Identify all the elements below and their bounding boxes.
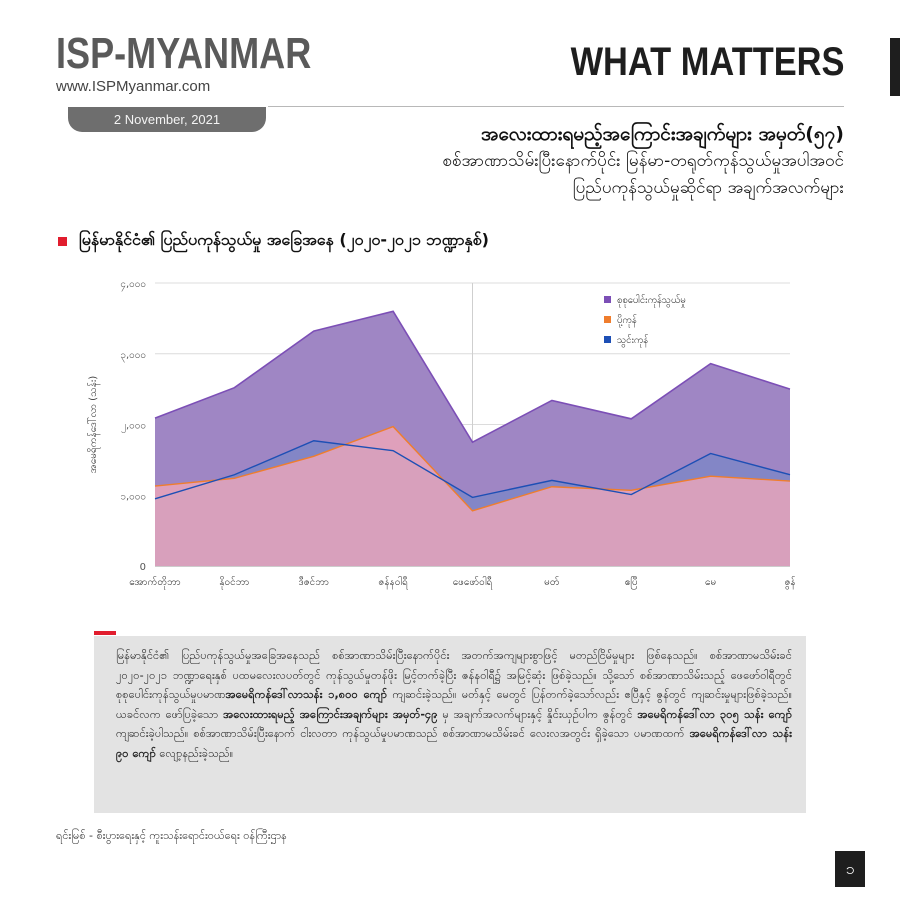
summary-text-4: ကျဆင်းခဲ့ပါသည်။ စစ်အာဏာသိမ်းပြီးနောက် ငါ… [116, 727, 690, 741]
section-marker-icon [58, 236, 67, 246]
summary-bold-4: အမေရိကန်ဒေါ်လာ သန်း ၉၀ ကျော် [116, 727, 792, 760]
chart-legend: စုစုပေါင်းကုန်သွယ်မှုပို့ကုန်သွင်းကုန် [604, 295, 686, 347]
summary-paragraph: မြန်မာနိုင်ငံ၏ ပြည်ပကုန်သွယ်မှုအခြေအနေသည… [116, 646, 792, 764]
legend-swatch [604, 336, 611, 343]
summary-bold-3: အမေရိကန်ဒေါ်လာ ၃၀၅ သန်း ကျော် [637, 707, 792, 721]
summary-box: မြန်မာနိုင်ငံ၏ ပြည်ပကုန်သွယ်မှုအခြေအနေသည… [94, 636, 806, 813]
summary-text-1: မြန်မာနိုင်ငံ၏ ပြည်ပကုန်သွယ်မှုအခြေအနေသည… [116, 649, 792, 702]
title-block: အလေးထားရမည့်အကြောင်းအချက်များ အမှတ်(၅၇) … [442, 120, 844, 202]
brand-url[interactable]: www.ISPMyanmar.com [56, 78, 211, 95]
summary-bold-1: အမေရိကန်ဒေါ်လာသန်း ၁,၈၀၀ ကျော် [225, 688, 387, 702]
source-note: ရင်းမြစ် - စီးပွားရေးနှင့် ကူးသန်းရောင်း… [56, 829, 287, 842]
brand-logo-text: ISP-MYANMAR [56, 29, 312, 78]
legend-label: ပို့ကုန် [617, 315, 637, 327]
summary-bold-2: အလေးထားရမည့် အကြောင်းအချက်များ အမှတ်-၄၉ [223, 707, 438, 721]
y-tick-label: ၄,၀၀၀ [120, 279, 146, 292]
x-tick-label: ဇန်နဝါရီ [378, 575, 408, 590]
title-line-1: အလေးထားရမည့်အကြောင်းအချက်များ အမှတ်(၅၇) [481, 123, 844, 145]
x-tick-label: မတ် [544, 575, 559, 588]
chart-gridlines [155, 282, 790, 567]
section-heading: မြန်မာနိုင်ငံ၏ ပြည်ပကုန်သွယ်မှု အခြေအနေ … [58, 229, 489, 253]
x-tick-label: ဒီဇင်ဘာ [299, 575, 329, 588]
x-tick-label: မေ [705, 577, 716, 588]
corner-accent-bar [890, 38, 900, 96]
y-tick-label: ၃,၀၀၀ [120, 350, 146, 363]
area-1 [155, 426, 790, 566]
summary-text-3: မှ အချက်အလက်များနှင့် နှိုင်းယှဉ်ပါက ဇွန… [437, 707, 638, 721]
series-line-1 [154, 425, 791, 512]
legend-label: သွင်းကုန် [617, 335, 649, 347]
what-matters-heading: WHAT MATTERS [570, 40, 844, 84]
area-0 [155, 311, 790, 566]
date-badge: 2 November, 2021 [68, 107, 266, 132]
y-axis-label: အမေရိကန်ဒေါ်လာ (သန်း) [86, 376, 101, 474]
x-tick-label: အောက်တိုဘာ [129, 575, 181, 590]
legend-label: စုစုပေါင်းကုန်သွယ်မှု [617, 295, 686, 307]
y-tick-label: 0 [140, 562, 146, 573]
title-line-2: စစ်အာဏာသိမ်းပြီးနောက်ပိုင်း မြန်မာ-တရုတ်… [442, 151, 844, 171]
chart-lines [154, 310, 791, 512]
x-tick-label: ဇွန် [784, 575, 795, 590]
page-number: ၁ [835, 851, 865, 887]
header-divider [268, 106, 844, 107]
x-tick-label: ဧပြီ [625, 574, 638, 590]
area-2 [155, 440, 790, 566]
y-tick-label: ၁,၀၀၀ [120, 491, 146, 502]
summary-text-2: ကျဆင်းခဲ့သည်။ မတ်နှင့် မေတွင် ပြန်တက်ခဲ့… [116, 688, 793, 721]
summary-text-5: လျော့နည်းခဲ့သည်။ [155, 746, 234, 760]
title-line-3: ပြည်ပကုန်သွယ်မှုဆိုင်ရာ အချက်အလက်များ [572, 178, 844, 198]
series-line-2 [154, 440, 791, 500]
x-tick-label: ဖေဖော်ဝါရီ [453, 575, 493, 590]
section-title: မြန်မာနိုင်ငံ၏ ပြည်ပကုန်သွယ်မှု အခြေအနေ … [79, 230, 489, 249]
y-tick-label: ၂,၀၀၀ [121, 421, 146, 434]
brand-block: ISP-MYANMAR www.ISPMyanmar.com [56, 29, 367, 96]
legend-swatch [604, 296, 611, 303]
textbox-accent [94, 631, 116, 635]
legend-swatch [604, 316, 611, 323]
chart-areas [155, 311, 790, 566]
x-tick-label: နိုဝင်ဘာ [219, 575, 249, 590]
series-line-0 [154, 310, 791, 444]
